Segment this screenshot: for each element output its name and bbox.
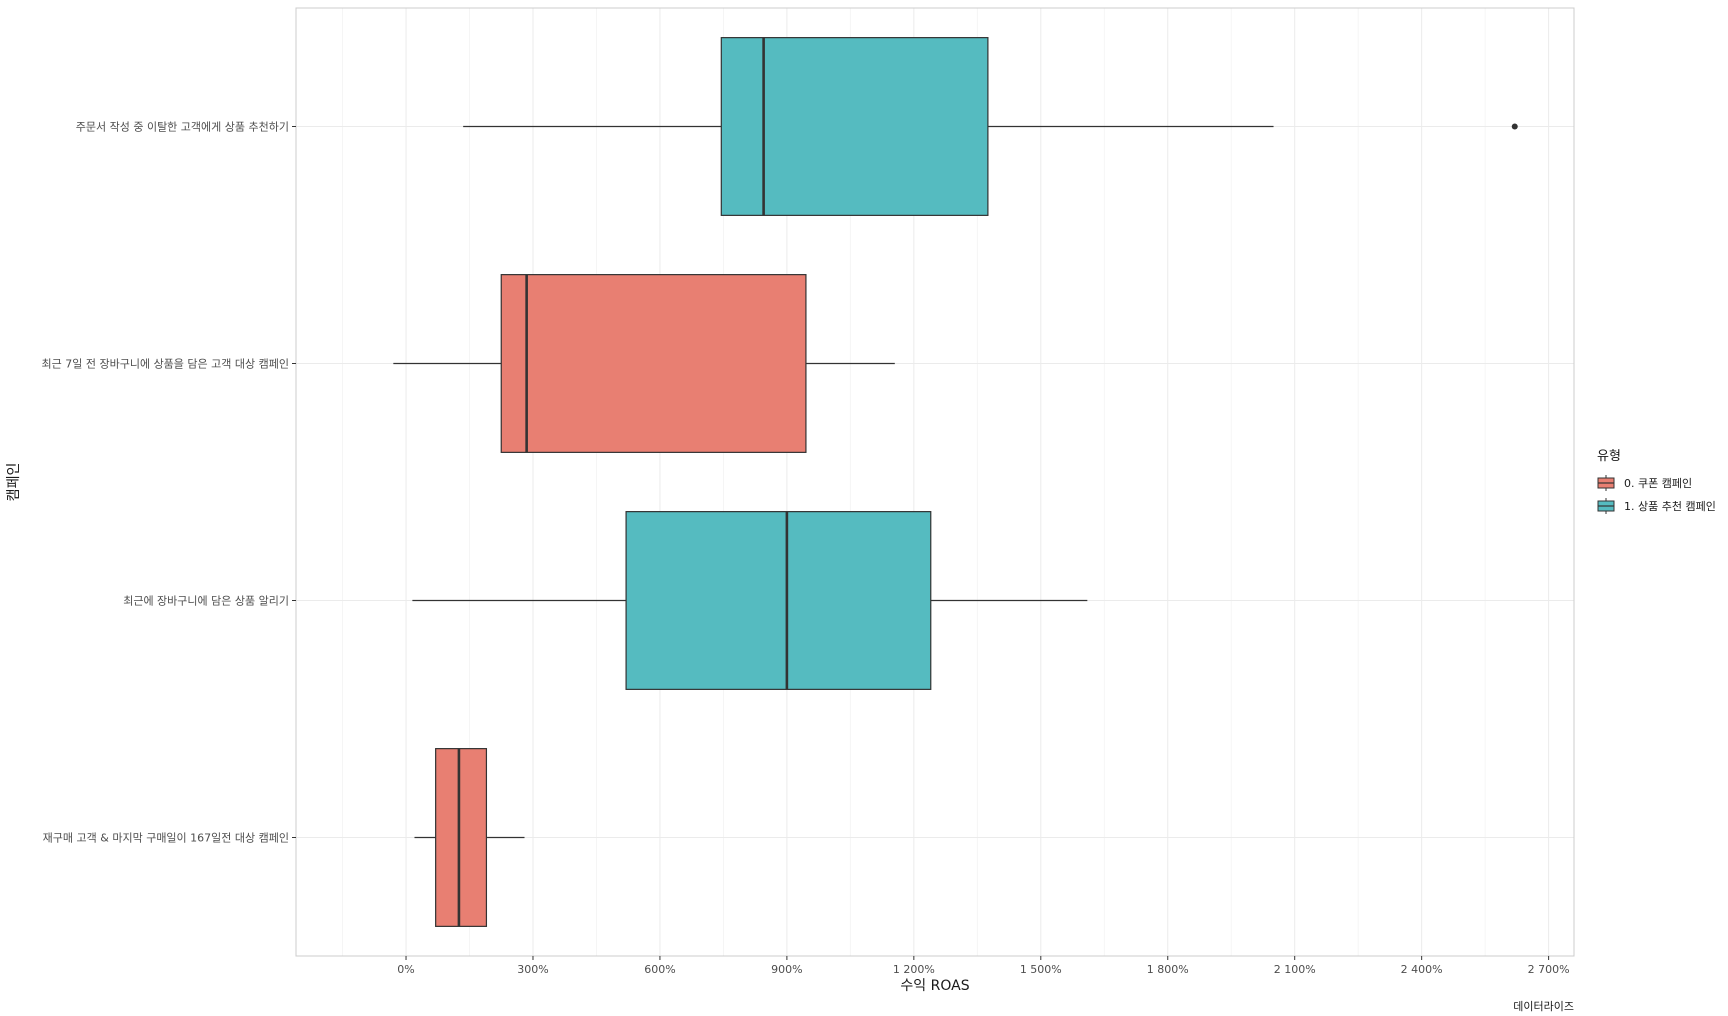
x-tick-label: 2 400% bbox=[1401, 963, 1443, 976]
x-tick-label: 900% bbox=[771, 963, 802, 976]
iqr-box bbox=[500, 274, 807, 453]
legend: 유형 0. 쿠폰 캠페인 1. 상품 추천 캠페인 bbox=[1597, 449, 1716, 515]
legend-item: 0. 쿠폰 캠페인 bbox=[1597, 474, 1692, 492]
box-item bbox=[414, 748, 525, 927]
box-item bbox=[393, 274, 895, 453]
x-tick-label: 2 700% bbox=[1528, 963, 1570, 976]
legend-label: 0. 쿠폰 캠페인 bbox=[1624, 477, 1692, 490]
x-axis-ticks: 0% 300% 600% 900% 1 200% 1 500% 1 800% 2 100% 2 … bbox=[397, 956, 1570, 976]
x-tick-label: 300% bbox=[517, 963, 548, 976]
box-item bbox=[463, 37, 1518, 216]
legend-title: 유형 bbox=[1597, 449, 1621, 464]
y-axis-title: 캠페인 bbox=[6, 463, 22, 502]
y-category-label: 최근 7일 전 장바구니에 상품을 담은 고객 대상 캠페인 bbox=[42, 357, 290, 371]
box-series bbox=[393, 37, 1518, 927]
x-tick-label: 600% bbox=[644, 963, 675, 976]
legend-items: 0. 쿠폰 캠페인 1. 상품 추천 캠페인 bbox=[1597, 474, 1716, 515]
y-category-label: 최근에 장바구니에 담은 상품 알리기 bbox=[123, 594, 289, 608]
legend-item: 1. 상품 추천 캠페인 bbox=[1597, 497, 1716, 515]
x-tick-label: 0% bbox=[397, 963, 414, 976]
x-axis-title: 수익 ROAS bbox=[900, 978, 969, 994]
y-category-label: 재구매 고객 & 마지막 구매일이 167일전 대상 캠페인 bbox=[43, 831, 289, 845]
x-tick-label: 1 800% bbox=[1147, 963, 1189, 976]
iqr-box bbox=[435, 748, 488, 927]
iqr-box bbox=[625, 511, 932, 690]
box-item bbox=[412, 511, 1088, 690]
iqr-box bbox=[720, 37, 989, 216]
chart-caption: 데이터라이즈 bbox=[1513, 1000, 1574, 1013]
x-tick-label: 1 200% bbox=[893, 963, 935, 976]
legend-label: 1. 상품 추천 캠페인 bbox=[1624, 499, 1716, 513]
x-tick-label: 2 100% bbox=[1274, 963, 1316, 976]
outlier-point bbox=[1511, 123, 1518, 130]
plot-panel-border bbox=[295, 7, 1575, 957]
x-tick-label: 1 500% bbox=[1020, 963, 1062, 976]
y-category-label: 주문서 작성 중 이탈한 고객에게 상품 추천하기 bbox=[76, 120, 289, 134]
